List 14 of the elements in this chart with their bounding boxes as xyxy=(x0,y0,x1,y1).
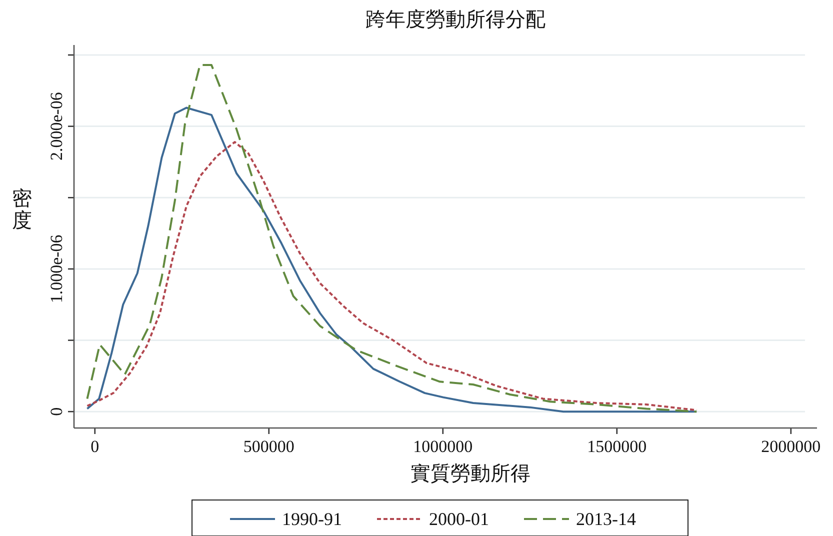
y-tick-label: 0 xyxy=(47,407,66,416)
y-tick-label: 2.000e-06 xyxy=(47,92,66,161)
legend-label: 2000-01 xyxy=(429,509,489,529)
legend-label: 2013-14 xyxy=(576,509,636,529)
legend-label: 1990-91 xyxy=(282,509,342,529)
x-tick-label: 0 xyxy=(90,437,100,456)
y-axis-title: 密度 xyxy=(12,188,32,232)
x-tick-label: 1000000 xyxy=(413,437,473,456)
x-tick-label: 500000 xyxy=(243,437,294,456)
y-tick-label: 1.000e-06 xyxy=(47,234,66,304)
x-tick-label: 1500000 xyxy=(587,437,647,456)
x-tick-label: 2000000 xyxy=(761,437,821,456)
x-axis-title: 實質勞動所得 xyxy=(410,463,530,485)
chart-title: 跨年度勞動所得分配 xyxy=(366,9,546,31)
